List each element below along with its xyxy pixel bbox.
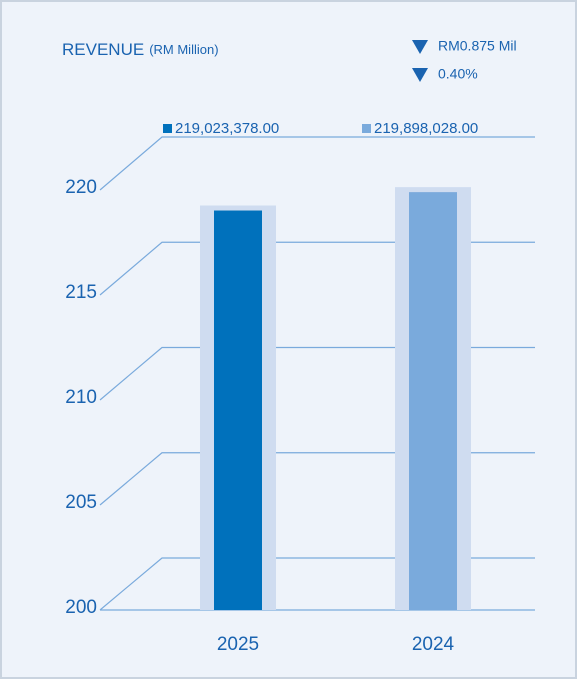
legend-swatch: [163, 124, 172, 133]
down-arrow: [412, 68, 428, 82]
grid-line: [99, 136, 535, 191]
down-arrow: [412, 40, 428, 54]
x-tick-label: 2024: [412, 634, 455, 655]
title-unit: (RM Million): [149, 42, 218, 57]
value-label: 219,898,028.00: [374, 120, 478, 137]
y-tick-label: 215: [65, 282, 97, 303]
annotation: 0.40%: [438, 66, 478, 82]
y-tick-label: 200: [65, 597, 97, 618]
x-tick-label: 2025: [217, 634, 259, 655]
value-label: 219,023,378.00: [175, 120, 279, 137]
chart-title: REVENUE (RM Million): [62, 40, 219, 59]
y-tick-label: 205: [65, 492, 97, 513]
y-tick-label: 220: [65, 177, 97, 198]
legend-swatch: [362, 124, 371, 133]
title-main: REVENUE: [62, 40, 144, 59]
bar: [409, 192, 457, 610]
bar: [214, 210, 262, 610]
annotation: RM0.875 Mil: [438, 38, 517, 54]
y-tick-label: 210: [65, 387, 97, 408]
